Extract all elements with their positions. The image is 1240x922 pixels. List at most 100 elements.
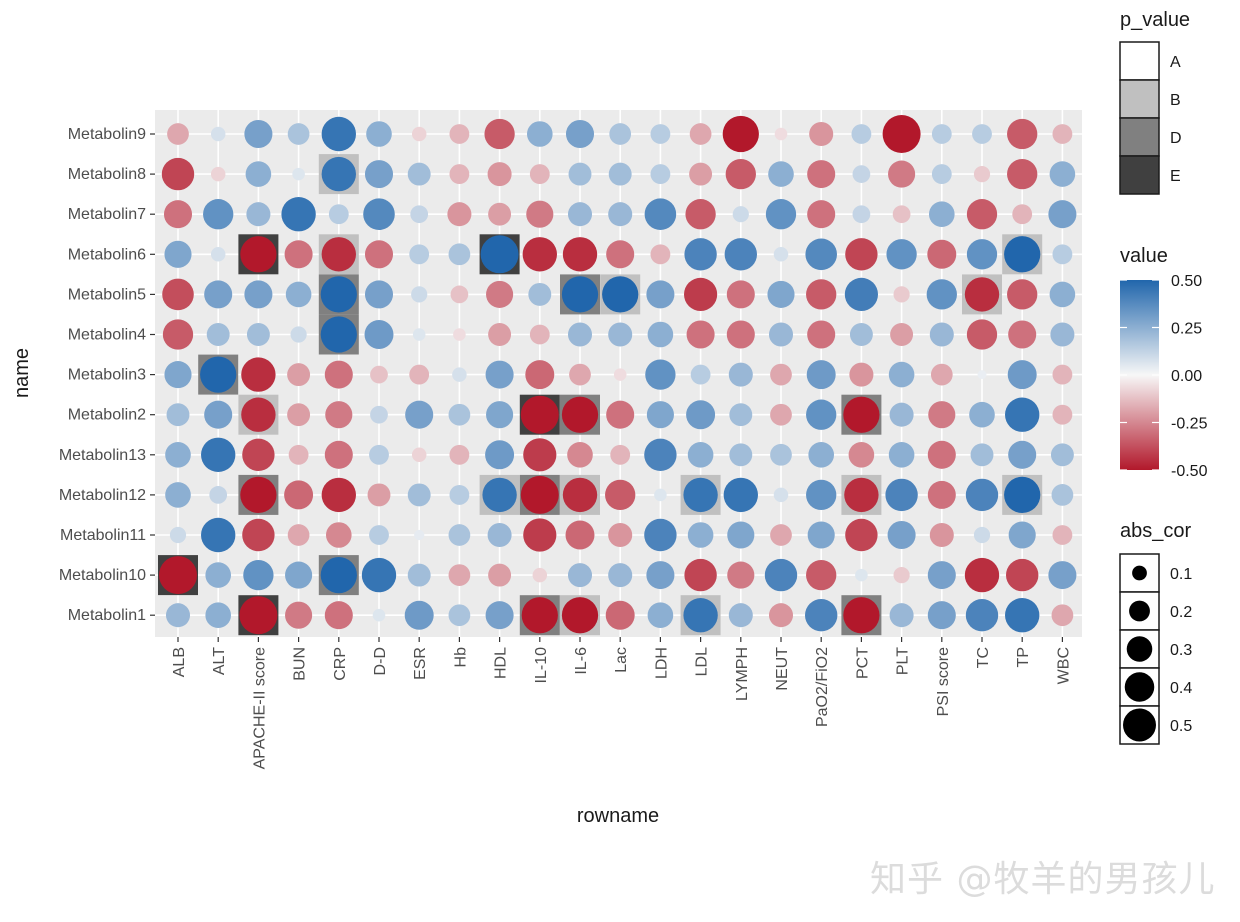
correlation-point [849,362,874,387]
legend-value-label: -0.25 [1171,416,1208,433]
correlation-point [806,559,837,591]
x-tick-label: ESR [412,647,429,680]
correlation-point [453,328,466,341]
legend-p-value-key [1119,155,1160,195]
correlation-point [242,518,275,552]
correlation-point [927,561,956,590]
correlation-point [608,563,633,588]
correlation-point [567,563,593,588]
legend-p-value-key [1119,117,1160,157]
correlation-point [162,319,194,350]
correlation-point [203,199,234,230]
correlation-point [609,123,632,145]
correlation-point [449,444,470,465]
correlation-point [608,322,633,347]
correlation-point [1051,484,1074,506]
correlation-point [321,116,356,152]
x-tick-label: WBC [1055,647,1072,684]
correlation-point [723,477,758,513]
correlation-point [241,357,276,392]
correlation-point [964,277,1000,312]
correlation-point [890,323,914,346]
legend-value-label: 0.25 [1171,321,1202,338]
correlation-point [529,164,550,185]
correlation-point [844,277,879,311]
correlation-point [369,444,389,465]
correlation-point [843,396,880,433]
correlation-point [523,518,557,552]
correlation-point [448,604,471,627]
correlation-point [966,319,998,350]
correlation-point [450,285,469,304]
correlation-point [1008,440,1037,469]
correlation-point [928,201,955,228]
correlation-point [970,443,994,467]
correlation-point [806,479,837,511]
correlation-point [610,444,631,465]
correlation-point [520,395,559,434]
correlation-point [409,364,430,385]
correlation-point [169,526,187,544]
correlation-point [285,561,313,589]
correlation-point [407,483,431,507]
correlation-point [1048,200,1077,229]
correlation-point [244,119,273,149]
correlation-point [725,158,756,190]
correlation-point [487,522,512,548]
x-tick-label: PLT [895,647,912,675]
correlation-point [367,483,391,507]
correlation-point [805,238,837,271]
y-tick-label: Metabolin8 [68,166,146,183]
correlation-point [849,323,873,346]
correlation-point [488,323,512,346]
correlation-point [569,363,591,386]
correlation-point [1052,364,1073,385]
legend-abs-cor-label: 0.1 [1170,566,1192,583]
correlation-point [562,477,598,513]
correlation-point [244,280,273,309]
correlation-point [561,597,599,634]
legend-p-value-key [1119,41,1160,81]
correlation-point [412,328,426,341]
correlation-point [205,562,232,588]
legend-p-value-label: A [1170,54,1181,71]
x-tick-label: BUN [292,647,309,681]
correlation-point [200,356,237,393]
correlation-point [1007,360,1037,390]
correlation-point [689,162,713,186]
correlation-point [768,161,794,187]
correlation-point [525,360,555,390]
correlation-point [246,202,271,227]
correlation-point [644,438,677,471]
correlation-point [407,162,431,186]
correlation-point [726,320,755,349]
correlation-point [650,164,671,185]
correlation-point [488,202,512,226]
correlation-point [644,518,677,552]
correlation-point [964,557,1000,593]
correlation-point [1005,598,1040,633]
y-tick-label: Metabolin4 [68,327,146,344]
correlation-point [565,119,595,149]
x-tick-label: TP [1015,647,1032,667]
correlation-point [768,603,794,628]
correlation-point [1052,124,1073,144]
correlation-point [927,601,956,630]
correlation-point [646,561,675,590]
correlation-point [328,204,349,225]
correlation-point [561,276,599,313]
correlation-point [1052,244,1073,265]
correlation-point [888,160,916,188]
correlation-point [926,279,957,310]
y-tick-label: Metabolin3 [68,367,146,384]
correlation-point [565,520,595,550]
correlation-point [1005,397,1040,432]
correlation-point [729,403,753,427]
correlation-point [724,238,757,271]
correlation-point [606,400,635,429]
correlation-point [448,524,471,546]
correlation-point [1048,561,1077,590]
correlation-point [683,598,718,633]
correlation-point [807,200,836,229]
correlation-point [448,403,471,426]
